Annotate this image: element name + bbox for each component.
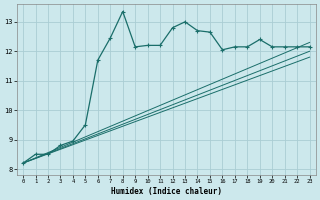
X-axis label: Humidex (Indice chaleur): Humidex (Indice chaleur) [111,187,222,196]
